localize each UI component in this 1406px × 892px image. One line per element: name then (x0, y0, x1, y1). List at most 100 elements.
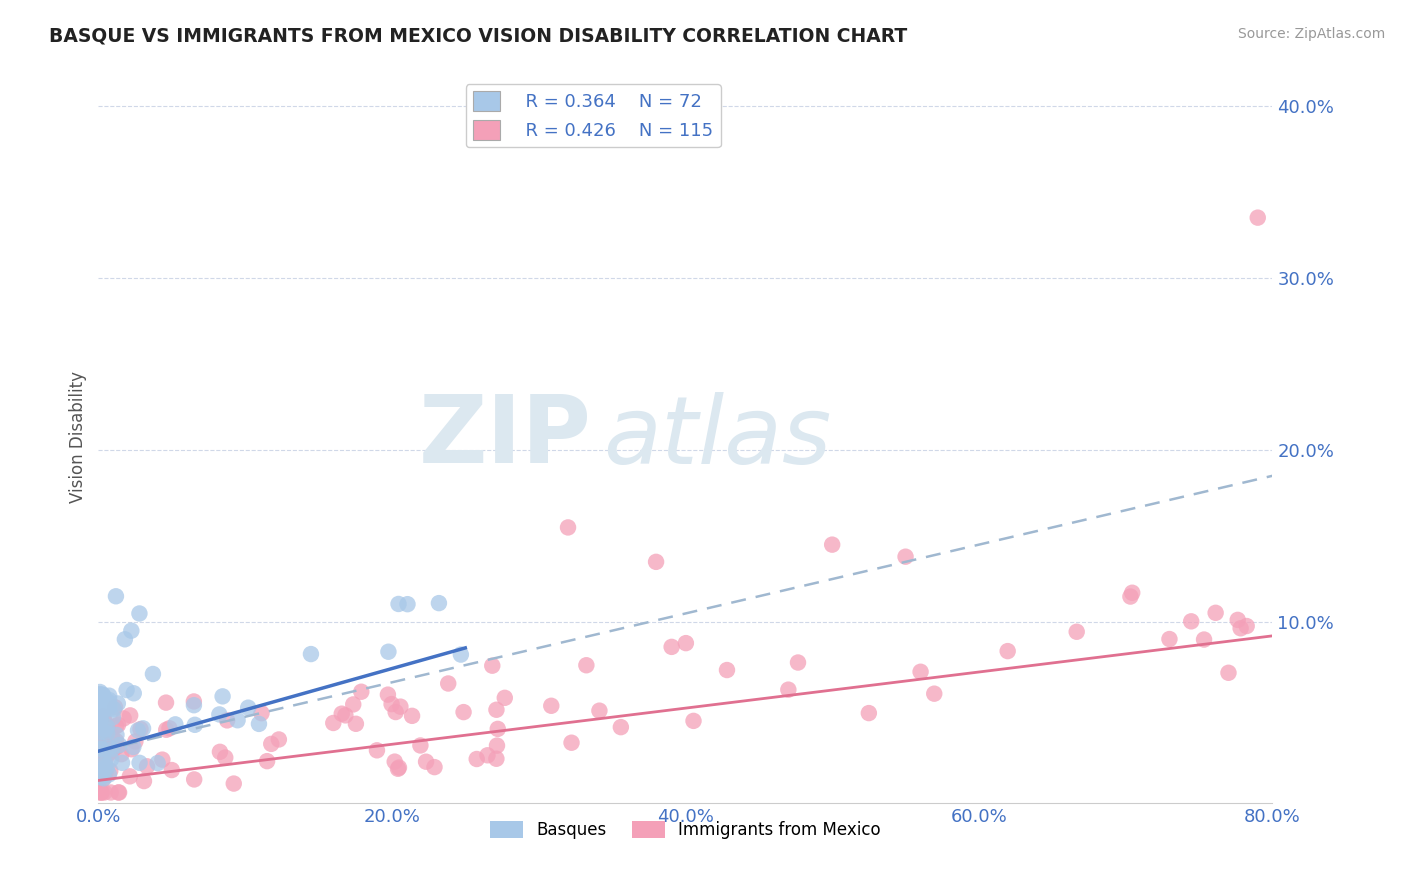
Point (124, 734, 146, 748)
Point (226, 713, 249, 727)
Point (481, 658, 503, 673)
Point (128, 756, 150, 770)
Point (105, 728, 128, 742)
Point (821, 538, 844, 552)
Point (100, 752, 122, 766)
Point (98, 698, 121, 713)
Point (91, 750, 114, 764)
Point (1226, 613, 1249, 627)
Point (997, 644, 1019, 658)
Point (94, 766, 117, 780)
Point (91, 699, 114, 714)
Point (94, 756, 117, 771)
Point (90, 688, 112, 702)
Point (89, 765, 111, 780)
Point (89, 722, 111, 736)
Point (588, 704, 610, 718)
Point (922, 687, 945, 701)
Point (401, 709, 423, 723)
Point (118, 769, 141, 783)
Text: ZIP: ZIP (419, 391, 592, 483)
Point (97, 767, 120, 781)
Point (91, 709, 114, 723)
Point (114, 632, 136, 647)
Point (89, 739, 111, 754)
Point (91, 688, 114, 702)
Point (184, 718, 207, 732)
Point (423, 760, 446, 774)
Point (250, 706, 273, 721)
Point (91, 688, 114, 702)
Point (437, 676, 460, 690)
Point (129, 722, 152, 736)
Point (91, 705, 114, 719)
Point (299, 647, 322, 661)
Point (146, 756, 169, 770)
Point (136, 759, 159, 773)
Point (90, 770, 112, 784)
Point (377, 645, 399, 659)
Point (778, 682, 800, 697)
Point (150, 753, 173, 767)
Point (103, 702, 125, 716)
Point (89, 741, 111, 756)
Point (238, 700, 260, 714)
Point (645, 555, 668, 569)
Point (93, 772, 115, 786)
Point (453, 705, 475, 719)
Point (465, 752, 488, 766)
Point (160, 763, 183, 777)
Point (155, 696, 177, 710)
Point (98, 693, 121, 707)
Point (494, 690, 516, 705)
Point (101, 742, 124, 756)
Point (260, 737, 283, 751)
Point (104, 700, 127, 714)
Point (477, 748, 499, 763)
Point (90, 731, 112, 745)
Point (89, 739, 111, 753)
Point (1066, 624, 1088, 639)
Point (90, 713, 112, 727)
Point (89, 720, 111, 734)
Point (1180, 615, 1202, 629)
Point (90, 785, 112, 799)
Point (910, 665, 932, 679)
Point (1218, 665, 1240, 680)
Point (91, 720, 114, 734)
Point (121, 742, 143, 756)
Point (342, 698, 364, 712)
Point (211, 690, 233, 704)
Point (97, 694, 120, 708)
Point (120, 708, 142, 723)
Legend: Basques, Immigrants from Mexico: Basques, Immigrants from Mexico (484, 814, 887, 846)
Point (96, 750, 118, 764)
Point (101, 729, 124, 743)
Point (208, 745, 231, 759)
Point (122, 739, 145, 754)
Point (115, 683, 138, 698)
Point (89, 699, 111, 714)
Point (560, 736, 582, 750)
Point (384, 705, 406, 719)
Point (267, 732, 290, 747)
Point (98, 689, 121, 703)
Point (104, 589, 127, 603)
Point (93, 713, 115, 727)
Point (105, 719, 128, 733)
Point (90, 742, 112, 756)
Point (894, 549, 917, 564)
Point (96, 695, 118, 709)
Point (105, 739, 128, 754)
Point (1236, 619, 1258, 633)
Point (217, 714, 239, 728)
Point (387, 597, 409, 611)
Point (350, 684, 373, 698)
Point (1121, 586, 1143, 600)
Point (486, 722, 509, 736)
Point (427, 596, 450, 610)
Point (89, 785, 111, 799)
Point (91, 763, 114, 777)
Point (222, 776, 245, 790)
Point (111, 756, 134, 770)
